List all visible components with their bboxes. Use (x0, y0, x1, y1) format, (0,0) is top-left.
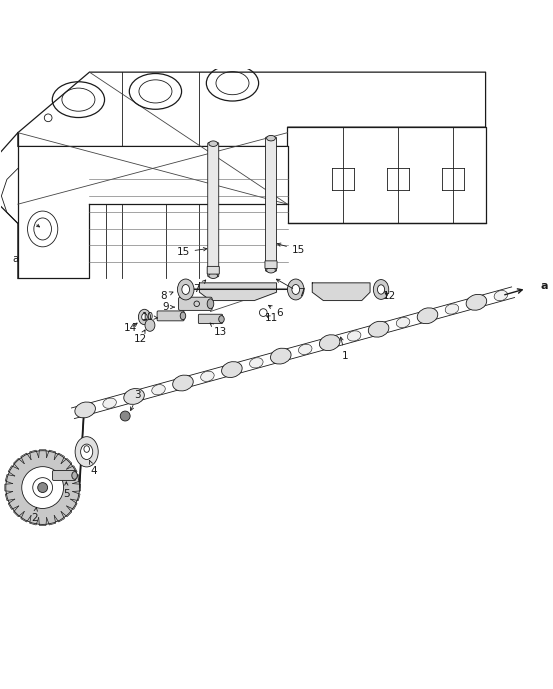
Ellipse shape (178, 279, 194, 300)
FancyBboxPatch shape (265, 261, 277, 269)
FancyBboxPatch shape (207, 267, 220, 274)
Text: a: a (12, 254, 18, 264)
Text: 7: 7 (276, 279, 305, 298)
Ellipse shape (267, 136, 275, 141)
Ellipse shape (180, 312, 186, 320)
Ellipse shape (72, 471, 77, 480)
Ellipse shape (145, 319, 155, 331)
Ellipse shape (397, 318, 410, 327)
Ellipse shape (466, 294, 487, 310)
FancyBboxPatch shape (53, 471, 76, 480)
Text: 11: 11 (264, 313, 278, 323)
FancyBboxPatch shape (157, 311, 184, 321)
Text: 10: 10 (142, 312, 158, 322)
Ellipse shape (182, 285, 190, 294)
Ellipse shape (299, 344, 312, 355)
Circle shape (38, 482, 48, 493)
Ellipse shape (75, 437, 98, 467)
Ellipse shape (222, 362, 242, 378)
Circle shape (120, 411, 130, 421)
Text: 13: 13 (210, 323, 227, 337)
Text: 12: 12 (133, 330, 147, 344)
Ellipse shape (249, 358, 263, 368)
Text: 7: 7 (194, 280, 206, 294)
Polygon shape (200, 283, 276, 300)
Text: 15: 15 (277, 243, 305, 255)
Ellipse shape (152, 384, 165, 395)
Ellipse shape (270, 348, 291, 364)
Ellipse shape (103, 398, 116, 409)
FancyBboxPatch shape (199, 314, 222, 324)
Polygon shape (312, 283, 370, 300)
Ellipse shape (207, 299, 214, 309)
Text: a: a (540, 281, 547, 291)
Ellipse shape (173, 375, 193, 391)
Ellipse shape (494, 291, 508, 300)
Ellipse shape (267, 267, 275, 273)
Circle shape (22, 466, 64, 508)
Ellipse shape (320, 335, 340, 351)
Text: 5: 5 (63, 482, 70, 499)
Circle shape (6, 451, 80, 524)
Ellipse shape (209, 273, 218, 278)
Ellipse shape (292, 285, 300, 294)
Ellipse shape (373, 280, 389, 300)
Text: 14: 14 (124, 323, 137, 333)
Text: 8: 8 (160, 291, 173, 301)
Ellipse shape (124, 389, 144, 404)
Ellipse shape (75, 402, 96, 418)
Text: 1: 1 (340, 337, 348, 360)
Ellipse shape (347, 331, 361, 341)
Ellipse shape (417, 308, 438, 324)
Text: 12: 12 (383, 291, 396, 301)
Ellipse shape (142, 313, 147, 320)
Text: 6: 6 (269, 305, 283, 318)
Text: 9: 9 (162, 302, 174, 312)
Ellipse shape (445, 304, 459, 314)
FancyBboxPatch shape (265, 137, 276, 271)
Ellipse shape (81, 444, 93, 460)
Ellipse shape (209, 141, 218, 147)
Text: 4: 4 (90, 460, 97, 476)
Ellipse shape (288, 279, 304, 300)
Ellipse shape (138, 309, 150, 325)
Ellipse shape (368, 321, 389, 337)
Ellipse shape (219, 316, 224, 322)
Text: 3: 3 (131, 390, 141, 411)
FancyBboxPatch shape (208, 143, 219, 277)
Text: 2: 2 (31, 507, 38, 523)
Circle shape (33, 477, 53, 497)
Ellipse shape (201, 371, 214, 382)
Ellipse shape (378, 285, 385, 294)
FancyBboxPatch shape (179, 297, 212, 310)
Text: 15: 15 (176, 247, 207, 257)
